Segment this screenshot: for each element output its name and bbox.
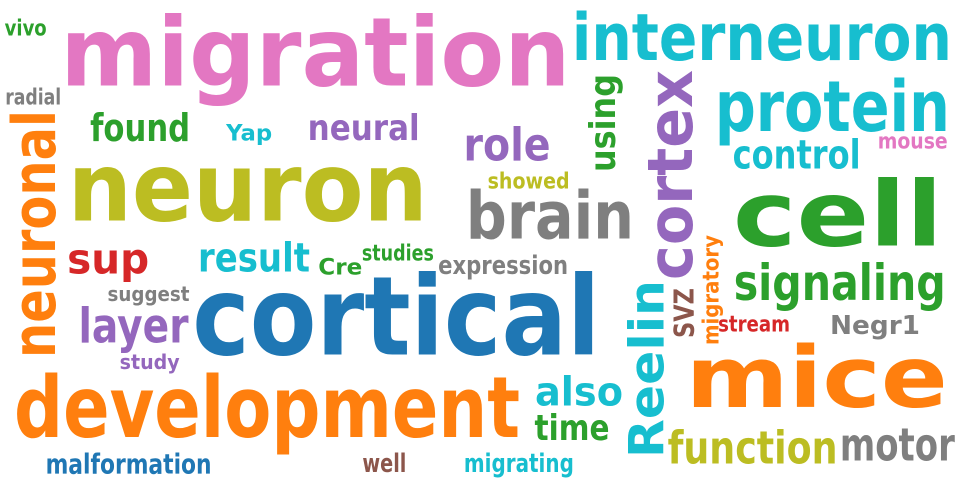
word-motor: motor <box>839 417 955 471</box>
word-studies: studies <box>362 240 434 266</box>
word-cortical: cortical <box>191 252 600 381</box>
word-found: found <box>90 105 191 151</box>
word-role: role <box>463 117 551 171</box>
word-cortex: cortex <box>634 70 707 280</box>
word-sup: sup <box>66 234 149 284</box>
word-interneuron: interneuron <box>571 0 952 76</box>
word-neural: neural <box>307 106 420 149</box>
word-reelin: Reelin <box>618 279 675 458</box>
word-cre: Cre <box>317 254 362 280</box>
word-yap: Yap <box>225 120 272 146</box>
word-expression: expression <box>437 249 568 281</box>
word-neuron: neuron <box>67 131 428 243</box>
word-svz: SVZ <box>667 287 701 338</box>
word-vivo: vivo <box>5 15 48 41</box>
word-migration: migration <box>59 0 570 108</box>
word-cell: cell <box>732 161 944 268</box>
word-result: result <box>197 234 310 282</box>
word-mouse: mouse <box>877 128 948 154</box>
word-layer: layer <box>78 297 189 354</box>
word-development: development <box>14 357 521 457</box>
word-showed: showed <box>487 168 570 194</box>
word-protein: protein <box>714 65 950 148</box>
word-migrating: migrating <box>463 447 574 479</box>
word-radial: radial <box>5 84 62 110</box>
word-stream: stream <box>717 311 790 337</box>
word-signaling: signaling <box>733 253 946 312</box>
word-time: time <box>534 406 610 449</box>
word-brain: brain <box>465 177 634 255</box>
word-mice: mice <box>685 327 948 427</box>
word-control: control <box>732 131 861 179</box>
word-malformation: malformation <box>46 447 213 480</box>
word-neuronal: neuronal <box>0 110 70 358</box>
word-migratory: migratory <box>698 234 724 345</box>
word-suggest: suggest <box>107 282 190 306</box>
word-negr1: Negr1 <box>829 309 920 341</box>
word-using: using <box>581 73 624 172</box>
word-study: study <box>120 350 181 374</box>
word-function: function <box>667 420 838 474</box>
word-well: well <box>361 447 406 479</box>
word-also: also <box>534 368 623 416</box>
